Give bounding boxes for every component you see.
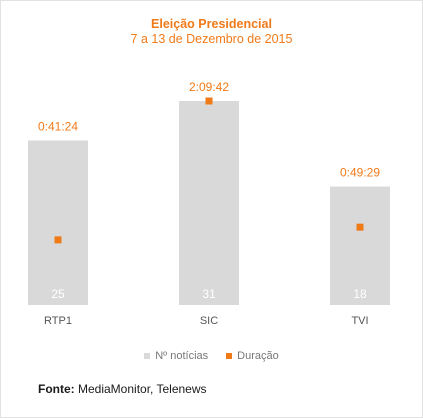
source-text: MediaMonitor, Telenews [78,382,207,396]
legend-item-duracao[interactable]: Duração [226,350,279,362]
source-label: Fonte: [38,382,75,396]
duration-value-label: 2:09:42 [189,80,229,94]
duration-marker-sic[interactable] [205,97,213,105]
legend-swatch-marker [226,353,233,359]
legend-swatch-bar [144,353,151,359]
bar-value-label: 31 [202,287,216,301]
source-note: Fonte: MediaMonitor, Telenews [38,382,207,396]
category-tick-label: TVI [351,315,368,327]
duration-value-label: 0:41:24 [38,119,78,133]
bar-rtp1[interactable] [28,140,88,305]
chart-subtitle: 7 a 13 de Dezembro de 2015 [130,32,293,46]
legend-item-noticias[interactable]: Nº notícias [144,350,208,362]
category-tick-label: SIC [200,315,218,327]
duration-value-label: 0:49:29 [340,166,380,180]
legend-label-duracao: Duração [237,350,279,362]
bar-tvi[interactable] [330,186,390,305]
bar-value-label: 18 [353,287,367,301]
category-tick-label: RTP1 [44,315,72,327]
legend-label-noticias: Nº notícias [155,350,209,362]
chart-legend: Nº notícias Duração [0,350,423,362]
duration-marker-rtp1[interactable] [54,236,62,244]
duration-marker-tvi[interactable] [356,223,364,231]
bar-value-label: 25 [51,287,65,301]
bar-sic[interactable] [179,101,239,305]
chart-title: Eleição Presidencial [151,17,272,31]
